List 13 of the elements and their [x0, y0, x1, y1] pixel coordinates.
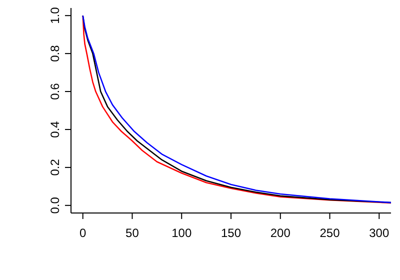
- y-tick-label: 0.8: [48, 44, 62, 62]
- x-tick-label: 0: [80, 226, 87, 240]
- x-tick-label: 250: [320, 226, 340, 240]
- y-tick-label: 1.0: [48, 6, 62, 24]
- y-tick-label: 0.6: [48, 82, 62, 100]
- x-tick-label: 50: [126, 226, 140, 240]
- x-tick-label: 300: [369, 226, 390, 240]
- y-tick-label: 0.0: [48, 196, 62, 214]
- x-tick-label: 200: [270, 226, 291, 240]
- y-tick-label: 0.4: [48, 120, 62, 138]
- y-tick-label: 0.2: [48, 158, 62, 176]
- x-tick-label: 150: [220, 226, 242, 240]
- x-tick-label: 100: [172, 226, 192, 240]
